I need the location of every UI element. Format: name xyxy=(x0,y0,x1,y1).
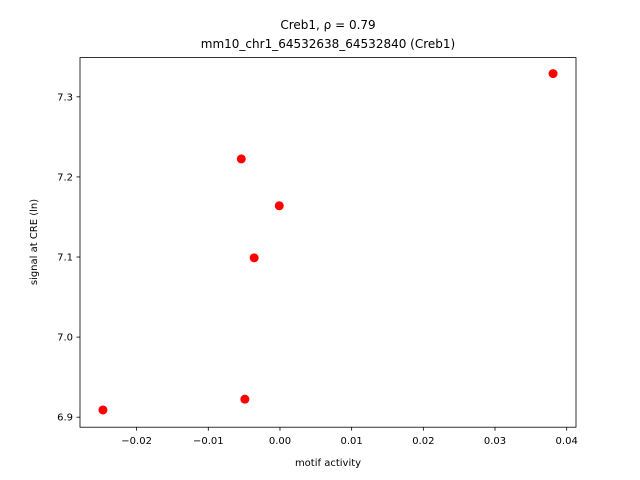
y-tick-label: 6.9 xyxy=(57,413,73,424)
chart-title: Creb1, ρ = 0.79 xyxy=(280,18,375,32)
x-tick-label: 0.03 xyxy=(484,436,506,447)
x-axis-label: motif activity xyxy=(295,458,361,469)
x-tick-label: 0.02 xyxy=(412,436,434,447)
point xyxy=(249,253,259,263)
y-tick-label: 7.1 xyxy=(57,253,73,264)
point xyxy=(240,394,250,404)
chart-subtitle: mm10_chr1_64532638_64532840 (Creb1) xyxy=(201,37,455,51)
point xyxy=(274,201,284,211)
y-tick-label: 7.2 xyxy=(57,172,73,183)
y-tick-label: 7.0 xyxy=(57,333,73,344)
x-tick-label: 0.01 xyxy=(341,436,363,447)
y-axis-label: signal at CRE (ln) xyxy=(29,199,40,285)
point xyxy=(98,405,108,415)
y-tick-label: 7.3 xyxy=(57,92,73,103)
x-tick-label: 0.00 xyxy=(269,436,291,447)
x-tick-label: −0.01 xyxy=(193,436,224,447)
x-tick-label: −0.02 xyxy=(121,436,152,447)
point xyxy=(236,154,246,164)
point xyxy=(548,69,558,79)
x-tick-label: 0.04 xyxy=(556,436,578,447)
plot-frame xyxy=(79,57,577,428)
